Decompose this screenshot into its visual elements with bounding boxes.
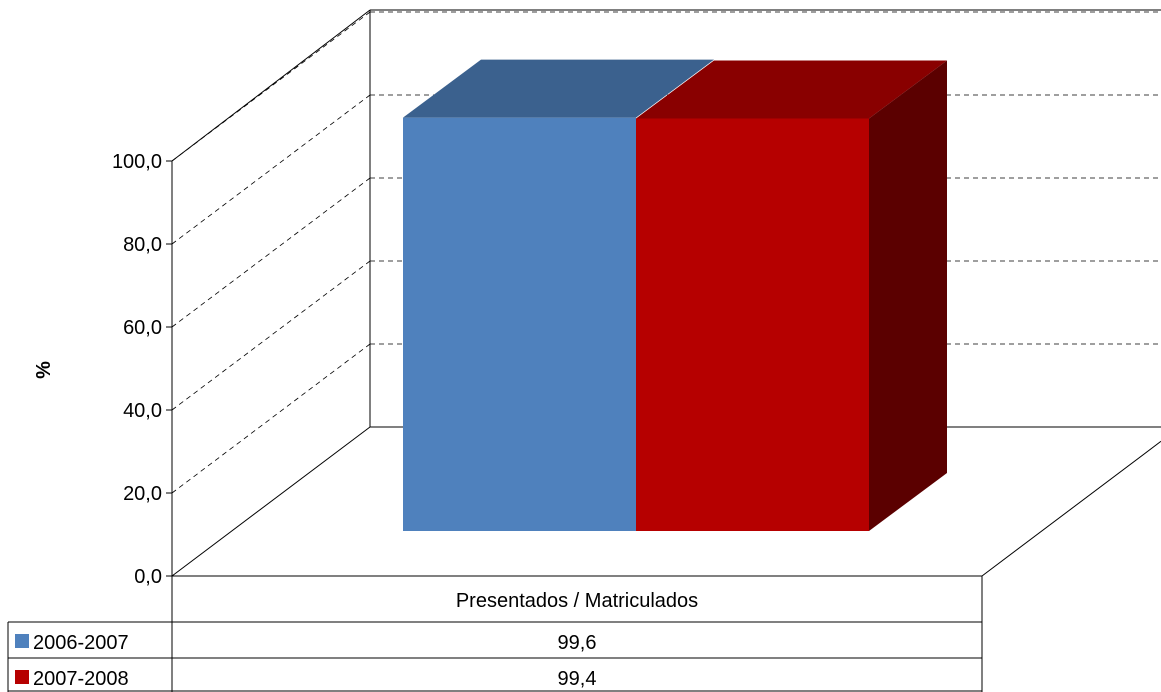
bar-2006-2007-front (403, 117, 636, 531)
y-tick-label: 100,0 (112, 151, 162, 173)
side-wall-top-edge (171, 9, 371, 162)
table-category-label: Presentados / Matriculados (456, 590, 698, 612)
legend-swatch (15, 634, 29, 648)
gridline-side (171, 11, 371, 162)
table-value: 99,6 (558, 632, 597, 654)
y-tick-label: 80,0 (123, 234, 162, 256)
y-tick-label: 60,0 (123, 317, 162, 339)
gridline-side (171, 260, 371, 411)
legend-series-name: 2007-2008 (33, 668, 129, 690)
bar-2007-2008-side (869, 60, 947, 532)
y-tick-label: 40,0 (123, 400, 162, 422)
data-table: Presentados / Matriculados 2006-2007 99,6 2… (7, 576, 983, 692)
table-value: 99,4 (558, 668, 597, 690)
y-tick-label: 0,0 (134, 566, 162, 588)
gridline-side (171, 94, 371, 245)
floor-left-edge (171, 426, 371, 577)
y-tick-label: 20,0 (123, 483, 162, 505)
bar-2006-2007-top (403, 59, 714, 118)
legend-swatch (15, 670, 29, 684)
bar-2007-2008-front (636, 118, 869, 532)
gridlines (171, 11, 1161, 494)
floor-right-edge (981, 440, 1161, 577)
y-axis: 0,0 20,0 40,0 60,0 80,0 100,0 (112, 151, 172, 588)
bars (403, 59, 947, 532)
gridline-side (171, 343, 371, 494)
legend-series-name: 2006-2007 (33, 632, 129, 654)
bar-2007-2008-top (636, 60, 947, 119)
gridline-side (171, 177, 371, 328)
y-axis-label: % (33, 361, 55, 379)
